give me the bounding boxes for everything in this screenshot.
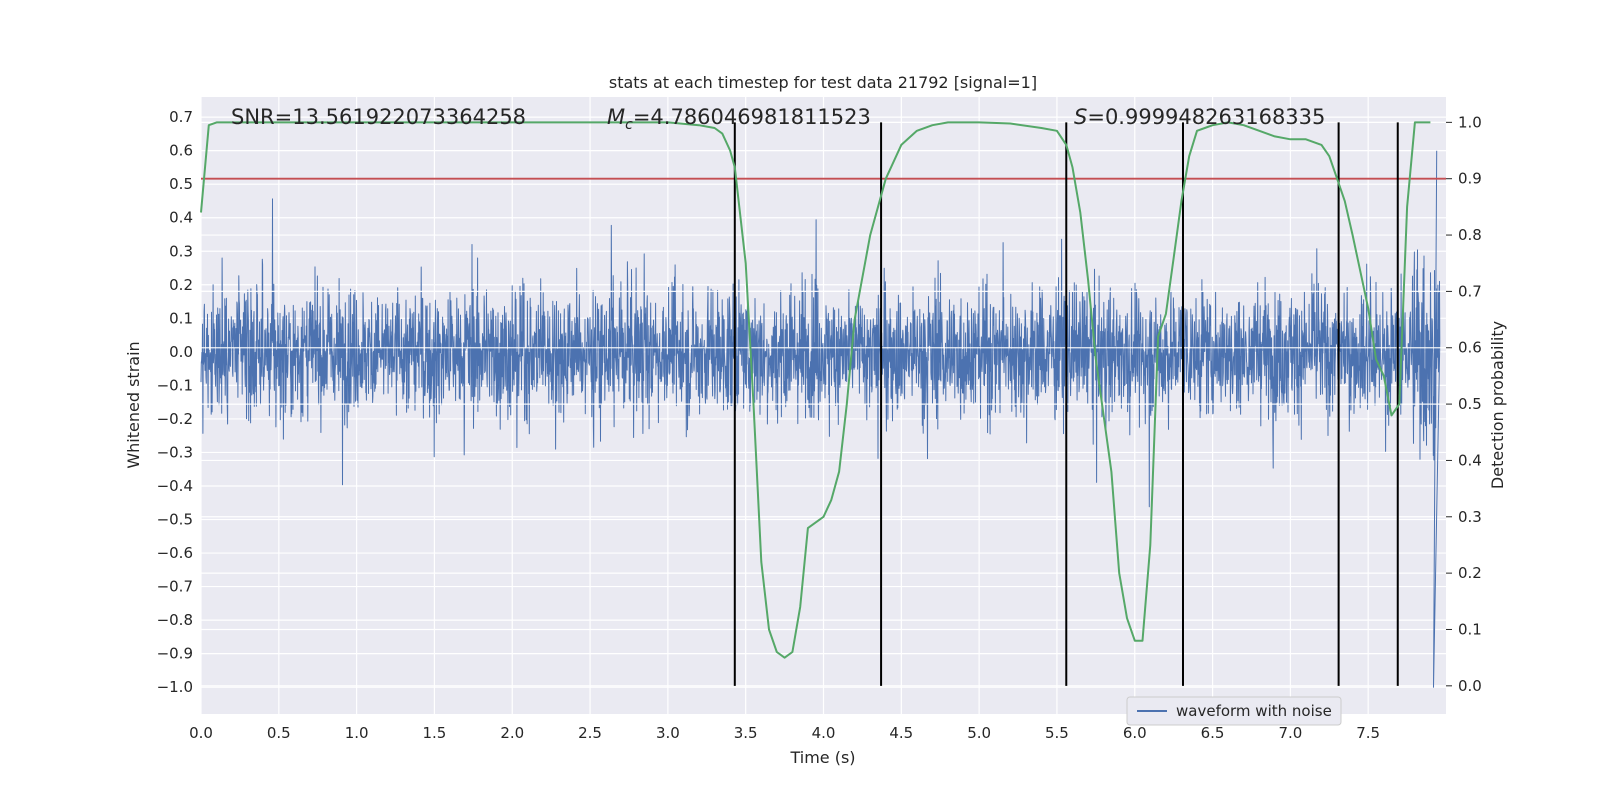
y-left-tick-label: 0.4 (169, 209, 193, 227)
snr-annotation: SNR=13.561922073364258 (231, 105, 526, 129)
overlay-layer (200, 121, 1446, 686)
y-left-tick-label: −0.5 (157, 511, 193, 529)
x-tick-label: 4.0 (812, 724, 836, 742)
y-left-tick-label: −0.3 (157, 443, 193, 461)
x-tick-label: 6.0 (1123, 724, 1147, 742)
statistic-value: =0.999948263168335 (1087, 105, 1325, 129)
y-left-tick-label: −0.7 (157, 578, 193, 596)
x-tick-label: 3.5 (734, 724, 758, 742)
y-right-tick-label: 0.7 (1458, 282, 1482, 300)
chirp-mass-subscript: c (625, 117, 633, 133)
snr-statistic-annotation: S=0.999948263168335 (1074, 105, 1325, 129)
y-right-tick-label: 0.9 (1458, 170, 1482, 188)
y-left-tick-label: 0.5 (169, 175, 193, 193)
y-left-tick-label: −0.2 (157, 410, 193, 428)
right-y-axis-label: Detection probability (1488, 321, 1507, 489)
y-right-tick-label: 0.3 (1458, 508, 1482, 526)
y-left-tick-label: 0.6 (169, 142, 193, 160)
y-right-tick-label: 0.2 (1458, 564, 1482, 582)
y-left-tick-label: −0.6 (157, 544, 193, 562)
x-tick-label: 7.5 (1356, 724, 1380, 742)
y-left-tick-label: −0.1 (157, 376, 193, 394)
left-axis-ticks: 0.7 0.6 0.5 0.4 0.3 0.2 0.1 0.0 −0.1 −0.2 −0.3 −0.4… (157, 108, 193, 696)
x-tick-label: 5.5 (1045, 724, 1069, 742)
legend: waveform with noise (1126, 696, 1342, 726)
y-left-tick-label: −0.4 (157, 477, 193, 495)
x-tick-label: 3.0 (656, 724, 680, 742)
x-tick-label: 2.0 (500, 724, 524, 742)
legend-box (1126, 696, 1342, 726)
y-right-tick-label: 0.8 (1458, 226, 1482, 244)
y-right-tick-label: 0.0 (1458, 677, 1482, 695)
y-right-tick-label: 0.4 (1458, 451, 1482, 469)
y-left-tick-label: −0.8 (157, 611, 193, 629)
chart-title: stats at each timestep for test data 217… (609, 73, 1037, 92)
chirp-mass-annotation: Mc=4.786046981811523 (607, 105, 871, 133)
y-right-tick-label: 0.6 (1458, 339, 1482, 357)
left-y-axis-label: Whitened strain (124, 341, 143, 468)
x-tick-label: 1.0 (345, 724, 369, 742)
x-tick-label: 5.0 (967, 724, 991, 742)
y-left-tick-label: −1.0 (157, 678, 193, 696)
y-right-tick-label: 0.1 (1458, 620, 1482, 638)
detection-probability-line (200, 121, 1431, 659)
statistic-symbol: S (1074, 105, 1087, 129)
x-tick-label: 1.5 (423, 724, 447, 742)
legend-waveform-label: waveform with noise (1176, 702, 1332, 720)
chirp-mass-symbol: M (607, 105, 625, 129)
x-tick-label: 2.5 (578, 724, 602, 742)
x-tick-label: 7.0 (1278, 724, 1302, 742)
y-left-tick-label: 0.7 (169, 108, 193, 126)
right-axis-ticks: 1.0 0.9 0.8 0.7 0.6 0.5 0.4 0.3 0.2 0.1 0.0 (1446, 113, 1482, 695)
x-axis-ticks: 0.0 0.5 1.0 1.5 2.0 2.5 3.0 3.5 4.0 4.5 5.0 5.5 6.0 6… (189, 724, 1380, 742)
x-tick-label: 0.0 (189, 724, 213, 742)
waveform-series (200, 150, 1441, 688)
x-tick-label: 6.5 (1201, 724, 1225, 742)
y-left-tick-label: 0.2 (169, 276, 193, 294)
y-left-tick-label: 0.3 (169, 242, 193, 260)
y-left-tick-label: −0.9 (157, 645, 193, 663)
x-axis-label: Time (s) (789, 748, 855, 767)
y-right-tick-label: 1.0 (1458, 113, 1482, 131)
y-left-tick-label: 0.1 (169, 309, 193, 327)
y-left-tick-label: 0.0 (169, 343, 193, 361)
x-tick-label: 4.5 (889, 724, 913, 742)
chirp-mass-value: =4.786046981811523 (633, 105, 871, 129)
waveform-line (200, 150, 1441, 688)
y-right-tick-label: 0.5 (1458, 395, 1482, 413)
x-tick-label: 0.5 (267, 724, 291, 742)
